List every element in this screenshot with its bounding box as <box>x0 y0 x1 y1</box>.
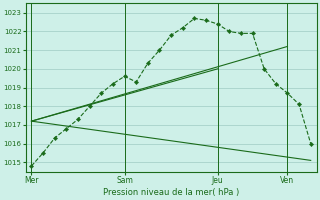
X-axis label: Pression niveau de la mer( hPa ): Pression niveau de la mer( hPa ) <box>103 188 239 197</box>
